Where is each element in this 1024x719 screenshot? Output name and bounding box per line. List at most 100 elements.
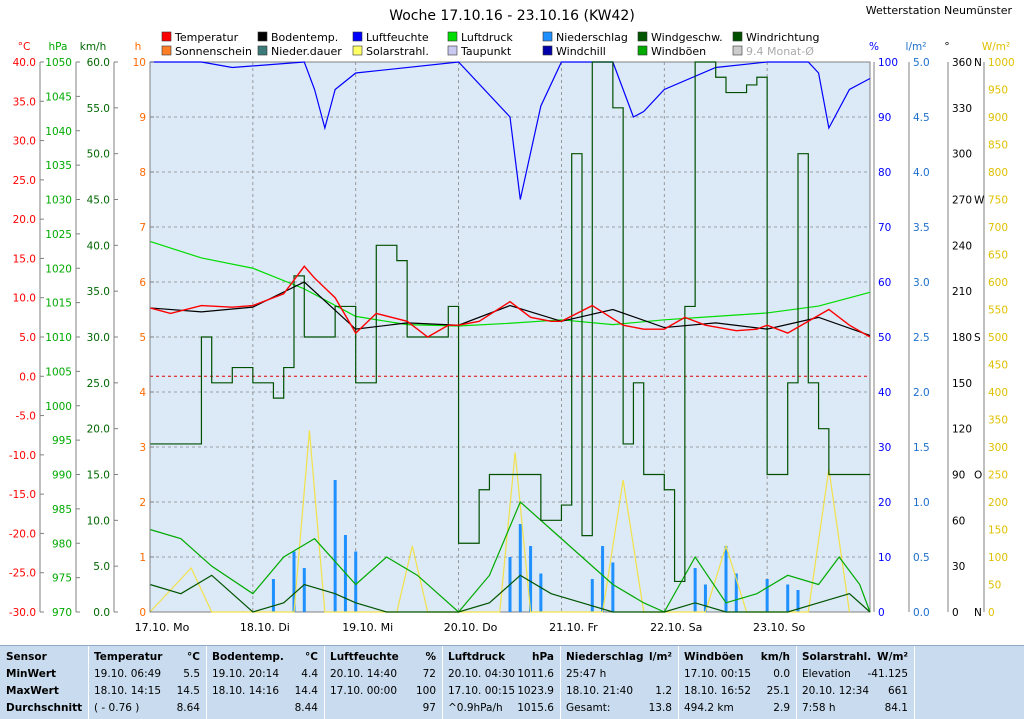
tick-label-right: 180 [952,332,972,344]
stats-row-label: Durchschnitt [6,702,83,714]
stats-sensor-name: Luftfeuchte [330,651,399,663]
tick-label-right: 60 [952,515,965,527]
tick-label-left: 60.0 [87,57,110,69]
wind-direction-line [150,61,870,583]
tick-label-right: 1000 [988,57,1015,69]
tick-label-right: 850 [988,140,1008,152]
stats-cell-label: Elevation [802,668,851,680]
legend-label: Nieder.dauer [271,45,342,58]
humidity-line [150,61,871,200]
x-tick-label: 17.10. Mo [135,621,190,634]
legend-label: Sonnenschein [175,45,252,58]
tick-label-right: 240 [952,240,972,252]
axis-unit-right: l/m² [906,41,927,53]
stats-cell-label: 18.10. 21:40 [566,685,633,697]
legend-swatch [732,45,743,56]
stats-cell-value: 1015.6 [517,702,554,714]
axis-unit-left: °C [18,41,31,53]
tick-label-right: 2.0 [913,387,930,399]
tick-label-right: 90 [878,112,891,124]
legend-label: Luftfeuchte [366,31,429,44]
legend-label: Solarstrahl. [366,45,429,58]
stats-sensor-unit: °C [305,651,318,663]
tick-label-left: 1025 [45,229,72,241]
direction-label: O [974,470,982,482]
axis-unit-right: ° [944,41,949,53]
tick-label-left: 25.0 [13,175,36,187]
tick-label-right: 0 [988,607,995,619]
legend-swatch [542,45,553,56]
stats-row-labels: Sensor MinWert MaxWert Durchschnitt [0,646,89,719]
tick-label-left: 1015 [45,298,72,310]
chart-title: Woche 17.10.16 - 23.10.16 (KW42) [389,8,635,24]
tick-label-right: 250 [988,470,1008,482]
stats-block: Windböen km/h 17.10. 00:15 0.0 18.10. 16:52 2… [680,646,797,719]
tick-label-right: 100 [988,552,1008,564]
stats-sensor-unit: l/m² [649,651,672,663]
stats-cell-label: 20.10. 12:34 [802,685,869,697]
tick-label-right: 10 [878,552,891,564]
stats-sensor-unit: °C [187,651,200,663]
x-tick-label: 20.10. Do [444,621,498,634]
rain-bar [518,524,522,612]
tick-label-left: 1010 [45,332,72,344]
tick-label-left: 990 [52,470,72,482]
tick-label-left: -30.0 [9,607,36,619]
stats-cell-label: 7:58 h [802,702,836,714]
legend-swatch [542,31,553,42]
pressure-line [149,240,871,327]
tick-label-left: 0 [139,607,146,619]
tick-label-right: 90 [952,470,965,482]
tick-label-left: 30.0 [87,332,110,344]
stats-cell-label: ( - 0.76 ) [94,702,140,714]
tick-label-right: 0 [878,607,885,619]
wind-speed-line [149,574,871,613]
tick-label-right: 200 [988,497,1008,509]
rain-bar [693,568,697,612]
tick-label-left: -15.0 [9,489,36,501]
wind-gusts-line [149,500,871,613]
tick-label-left: 10 [133,57,146,69]
stats-cell-value: 100 [415,685,436,697]
legend-label: Luftdruck [461,31,513,44]
tick-label-left: 0.0 [19,371,36,383]
stats-cell-value: 2.9 [773,702,790,714]
tick-label-right: 0 [952,607,959,619]
axis-unit-right: W/m² [982,41,1010,53]
legend-swatch [257,31,268,42]
rain-bar [590,579,594,612]
tick-label-left: 995 [52,435,72,447]
tick-label-left: 15.0 [13,253,36,265]
legend-label: Windchill [556,45,606,58]
stats-sensor-unit: km/h [760,651,790,663]
direction-label: W [974,195,985,207]
tick-label-left: 40.0 [87,240,110,252]
x-tick-label: 18.10. Di [240,621,290,634]
tick-label-left: 5.0 [93,561,110,573]
axes-layer: 40.035.030.025.020.015.010.05.00.0-5.0-1… [9,41,1015,634]
direction-label: N [974,607,982,619]
legend-swatch [637,45,648,56]
x-tick-label: 19.10. Mi [342,621,393,634]
tick-label-left: 15.0 [87,470,110,482]
stats-row-label: MinWert [6,668,57,680]
rain-bar [765,579,769,612]
legend-label: Windböen [651,45,706,58]
legend-swatch [161,31,172,42]
rain-bar [601,546,605,612]
rain-bar [302,568,306,612]
tick-label-right: 1.5 [913,442,930,454]
tick-label-left: 985 [52,504,72,516]
legend-label: Windrichtung [746,31,819,44]
stats-cell-value: 84.1 [884,702,908,714]
tick-label-right: 70 [878,222,891,234]
tick-label-right: 700 [988,222,1008,234]
weather-chart: 40.035.030.025.020.015.010.05.00.0-5.0-1… [8,4,1015,634]
tick-label-right: 20 [878,497,891,509]
tick-label-left: 9 [139,112,146,124]
rain-bar [734,573,738,612]
stats-cell-value: 5.5 [183,668,200,680]
rain-bar [539,573,543,612]
stats-cell-value: 8.44 [294,702,318,714]
